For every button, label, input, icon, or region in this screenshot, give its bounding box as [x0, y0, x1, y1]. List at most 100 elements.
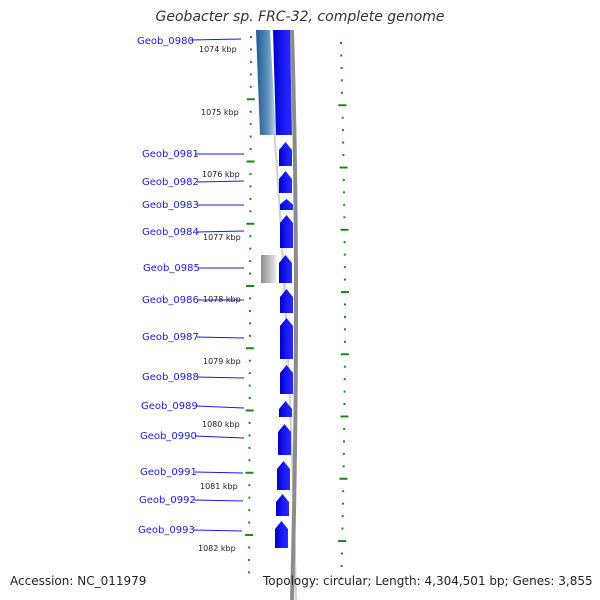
- gene-arrow-geob_0983[interactable]: [280, 199, 293, 210]
- gene-label-geob-0991[interactable]: Geob_0991: [140, 467, 197, 478]
- minor-tick: [248, 484, 251, 487]
- minor-tick: [249, 73, 252, 76]
- gene-arrow-geob_0992[interactable]: [276, 494, 289, 516]
- gene-arrow-geob_0990[interactable]: [278, 424, 291, 455]
- minor-tick: [343, 191, 346, 194]
- gene-arrow-geob_0986[interactable]: [280, 289, 293, 313]
- minor-tick: [248, 558, 251, 561]
- minor-tick: [250, 36, 252, 38]
- minor-tick: [343, 216, 346, 219]
- gene-arrow-geob_0993[interactable]: [275, 521, 288, 548]
- scale-label: 1076 kbp: [202, 170, 240, 179]
- gene-label-geob-0987[interactable]: Geob_0987: [142, 332, 199, 343]
- major-tick: [246, 160, 255, 163]
- upstream-feature-band: [256, 30, 276, 135]
- gene-label-geob-0982[interactable]: Geob_0982: [142, 177, 199, 188]
- minor-tick: [248, 372, 251, 375]
- scale-label: 1074 kbp: [199, 45, 237, 54]
- minor-tick: [343, 340, 346, 343]
- major-tick: [246, 98, 255, 101]
- pseudogene-feature: [261, 255, 276, 283]
- gene-label-geob-0992[interactable]: Geob_0992: [139, 495, 196, 506]
- major-tick: [245, 409, 254, 412]
- scale-label: 1082 kbp: [198, 544, 236, 553]
- minor-tick: [343, 440, 346, 443]
- minor-tick: [340, 552, 343, 555]
- gene-label-geob-0986[interactable]: Geob_0986: [142, 295, 199, 306]
- label-leader-line: [196, 336, 245, 339]
- minor-tick: [249, 172, 252, 175]
- gene-arrow-geob_0991[interactable]: [277, 461, 290, 490]
- minor-tick: [249, 135, 252, 138]
- gene-arrow-geob_0987[interactable]: [280, 318, 293, 359]
- minor-tick: [249, 297, 252, 300]
- minor-tick: [343, 203, 346, 206]
- minor-tick: [343, 328, 346, 331]
- minor-tick: [248, 496, 251, 499]
- minor-tick: [340, 577, 343, 580]
- minor-tick: [342, 452, 345, 455]
- minor-tick: [249, 197, 252, 200]
- minor-tick: [249, 309, 251, 312]
- upstream-gene-band: [273, 30, 292, 135]
- minor-tick: [343, 403, 346, 406]
- minor-tick: [343, 303, 346, 306]
- gene-label-geob-0984[interactable]: Geob_0984: [142, 227, 199, 238]
- minor-tick: [340, 42, 342, 44]
- minor-tick: [249, 60, 252, 63]
- major-tick: [245, 471, 254, 474]
- minor-tick: [343, 365, 346, 368]
- minor-tick: [248, 334, 251, 337]
- minor-tick: [249, 235, 252, 238]
- gene-arrow-geob_0988[interactable]: [280, 365, 293, 394]
- minor-tick: [248, 397, 251, 400]
- minor-tick: [341, 129, 344, 132]
- major-tick: [338, 104, 347, 107]
- minor-tick: [342, 178, 345, 181]
- label-leader-line: [194, 435, 245, 439]
- gene-arrows: [275, 142, 293, 548]
- minor-tick: [249, 272, 252, 275]
- major-tick: [246, 285, 255, 287]
- gene-arrow-geob_0984[interactable]: [280, 215, 293, 248]
- gene-label-geob-0989[interactable]: Geob_0989: [141, 401, 198, 412]
- major-tick: [339, 166, 348, 169]
- gene-arrow-geob_0982[interactable]: [279, 171, 292, 193]
- gene-arrow-geob_0981[interactable]: [279, 142, 292, 166]
- gene-label-geob-0993[interactable]: Geob_0993: [138, 525, 195, 536]
- gene-label-geob-0980[interactable]: Geob_0980: [137, 36, 194, 47]
- scale-label: 1080 kbp: [202, 420, 240, 429]
- genome-backbone: [290, 29, 298, 600]
- gene-label-geob-0983[interactable]: Geob_0983: [142, 200, 199, 211]
- minor-tick: [341, 527, 344, 530]
- minor-tick: [248, 359, 251, 362]
- genome-summary-text: Topology: circular; Length: 4,304,501 bp…: [263, 574, 593, 588]
- gene-label-geob-0990[interactable]: Geob_0990: [140, 431, 197, 442]
- minor-tick: [249, 260, 252, 263]
- minor-tick: [344, 315, 346, 318]
- scale-label: 1081 kbp: [200, 482, 238, 491]
- scale-label: 1075 kbp: [201, 108, 239, 117]
- scale-label: 1077 kbp: [203, 233, 241, 242]
- minor-tick: [248, 546, 251, 549]
- gene-arrow-geob_0985[interactable]: [279, 255, 292, 283]
- gene-label-geob-0981[interactable]: Geob_0981: [142, 149, 199, 160]
- minor-tick: [249, 48, 252, 51]
- minor-tick: [249, 247, 252, 250]
- gene-label-geob-0988[interactable]: Geob_0988: [142, 372, 199, 383]
- label-leader-line: [195, 405, 245, 409]
- minor-tick: [248, 384, 251, 387]
- minor-tick: [342, 154, 345, 157]
- gene-label-geob-0985[interactable]: Geob_0985: [143, 263, 200, 274]
- minor-tick: [341, 91, 344, 94]
- map-title: Geobacter sp. FRC-32, complete genome: [155, 9, 445, 25]
- left-scale-ticks: [245, 36, 255, 574]
- gene-arrow-geob_0989[interactable]: [279, 401, 292, 417]
- minor-tick: [340, 564, 343, 567]
- label-leader-line: [196, 376, 245, 379]
- major-tick: [245, 347, 254, 350]
- label-leader-line: [196, 180, 245, 183]
- major-tick: [245, 534, 254, 536]
- minor-tick: [248, 459, 251, 462]
- minor-tick: [342, 490, 345, 493]
